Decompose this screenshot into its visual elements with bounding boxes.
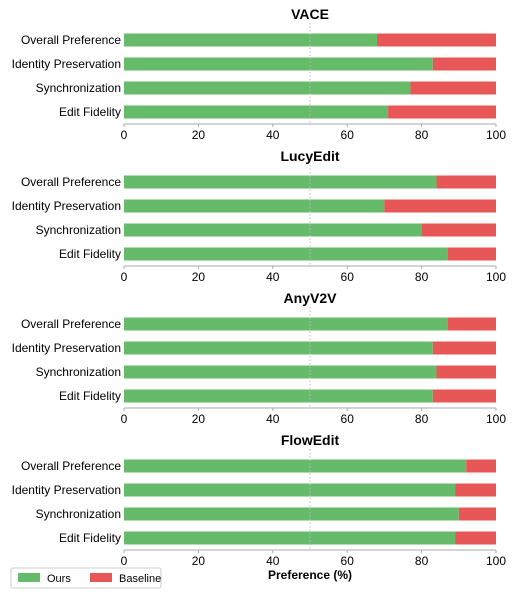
x-tick-label: 0 <box>121 270 128 284</box>
x-tick-label: 20 <box>192 554 206 568</box>
legend-box <box>10 567 162 589</box>
bar-baseline <box>436 365 496 379</box>
category-label: Overall Preference <box>21 33 121 47</box>
x-tick-label: 20 <box>192 128 206 142</box>
bar-baseline <box>388 105 496 119</box>
x-tick-label: 60 <box>341 270 355 284</box>
category-label: Synchronization <box>36 81 121 95</box>
x-tick-label: 100 <box>486 412 506 426</box>
category-label: Synchronization <box>36 507 121 521</box>
bar-baseline <box>466 459 496 473</box>
bar-baseline <box>447 317 496 331</box>
bar-ours <box>124 199 385 213</box>
bar-baseline <box>432 341 496 355</box>
bar-baseline <box>384 199 496 213</box>
x-tick-label: 80 <box>415 128 429 142</box>
x-tick-label: 40 <box>266 412 280 426</box>
x-tick-label: 0 <box>121 412 128 426</box>
bar-ours <box>124 223 422 237</box>
category-label: Overall Preference <box>21 175 121 189</box>
bar-baseline <box>421 223 496 237</box>
bar-baseline <box>410 81 496 95</box>
bar-baseline <box>458 507 496 521</box>
category-label: Overall Preference <box>21 459 121 473</box>
category-label: Edit Fidelity <box>59 105 121 119</box>
panel-title: LucyEdit <box>280 148 339 164</box>
x-tick-label: 100 <box>486 554 506 568</box>
x-tick-label: 100 <box>486 270 506 284</box>
bar-ours <box>124 33 377 47</box>
x-tick-label: 60 <box>341 554 355 568</box>
bar-baseline <box>436 175 496 189</box>
category-label: Identity Preservation <box>12 199 121 213</box>
category-label: Synchronization <box>36 223 121 237</box>
x-tick-label: 0 <box>121 554 128 568</box>
panel-title: VACE <box>291 6 329 22</box>
x-tick-label: 40 <box>266 270 280 284</box>
category-label: Edit Fidelity <box>59 531 121 545</box>
bar-ours <box>124 341 433 355</box>
legend-swatch-ours <box>18 573 40 582</box>
bar-ours <box>124 507 459 521</box>
x-tick-label: 80 <box>415 270 429 284</box>
bar-ours <box>124 175 437 189</box>
x-tick-label: 60 <box>341 128 355 142</box>
x-tick-label: 100 <box>486 128 506 142</box>
category-label: Identity Preservation <box>12 57 121 71</box>
bar-ours <box>124 81 411 95</box>
bar-baseline <box>447 247 496 261</box>
bar-ours <box>124 105 389 119</box>
bar-ours <box>124 365 437 379</box>
bar-baseline <box>432 389 496 403</box>
x-tick-label: 40 <box>266 554 280 568</box>
bar-ours <box>124 317 448 331</box>
x-tick-label: 80 <box>415 554 429 568</box>
x-tick-label: 20 <box>192 412 206 426</box>
x-tick-label: 60 <box>341 412 355 426</box>
category-label: Identity Preservation <box>12 483 121 497</box>
bar-baseline <box>455 531 496 545</box>
bar-ours <box>124 459 467 473</box>
bar-baseline <box>455 483 496 497</box>
category-label: Synchronization <box>36 365 121 379</box>
category-label: Identity Preservation <box>12 341 121 355</box>
legend-label-ours: Ours <box>47 573 71 585</box>
legend-swatch-baseline <box>90 573 112 582</box>
bar-baseline <box>432 57 496 71</box>
bar-ours <box>124 483 456 497</box>
panel-title: AnyV2V <box>284 290 338 306</box>
legend-label-baseline: Baseline <box>119 573 161 585</box>
x-tick-label: 40 <box>266 128 280 142</box>
bar-ours <box>124 389 433 403</box>
category-label: Edit Fidelity <box>59 247 121 261</box>
x-tick-label: 20 <box>192 270 206 284</box>
bar-baseline <box>376 33 496 47</box>
x-tick-label: 80 <box>415 412 429 426</box>
category-label: Edit Fidelity <box>59 389 121 403</box>
bar-ours <box>124 247 448 261</box>
bar-ours <box>124 531 456 545</box>
x-axis-label: Preference (%) <box>268 568 352 582</box>
bar-ours <box>124 57 433 71</box>
x-tick-label: 0 <box>121 128 128 142</box>
category-label: Overall Preference <box>21 317 121 331</box>
panel-title: FlowEdit <box>281 432 340 448</box>
